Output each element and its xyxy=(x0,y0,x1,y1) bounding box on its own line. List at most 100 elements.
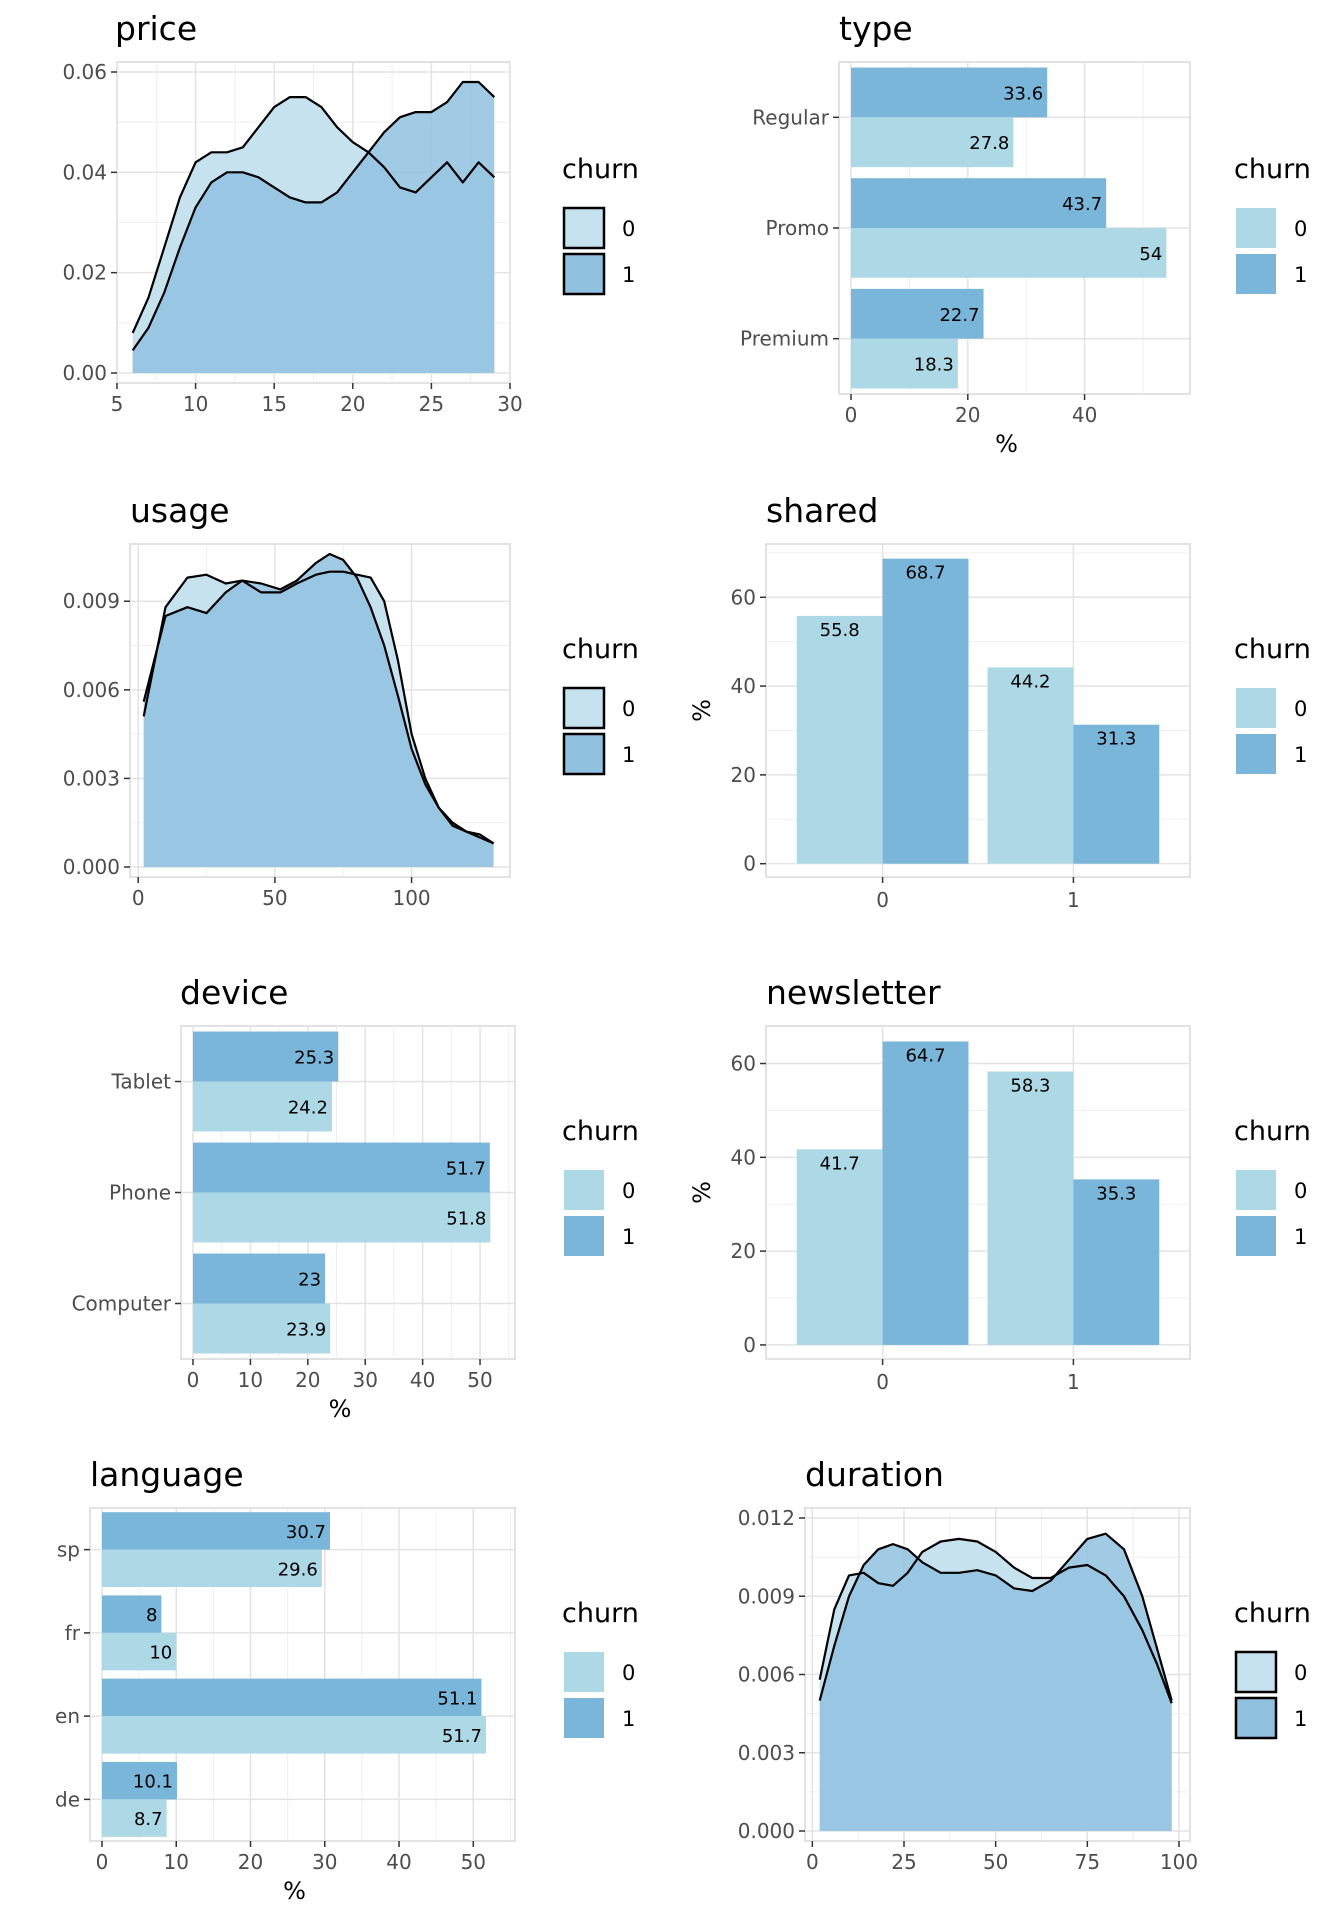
shared-legend-label-0: 0 xyxy=(1294,697,1307,721)
type-data-label: 22.7 xyxy=(939,305,979,326)
language-legend-label-1: 1 xyxy=(622,1707,635,1731)
usage-y-tick-label: 0.006 xyxy=(63,678,120,702)
language-y-tick-label: en xyxy=(55,1704,80,1728)
price-panel: price 5 10 15 20 25 30 0.00 0.02 0.04 0.06 churn 0 1 xyxy=(62,9,638,416)
shared-bar-0-churn-1 xyxy=(882,558,969,864)
duration-line-churn-1 xyxy=(818,1532,1173,1701)
price-x-tick-label: 20 xyxy=(340,392,365,416)
price-y-tick-label: 0.06 xyxy=(62,60,107,84)
newsletter-data-label: 58.3 xyxy=(1010,1075,1050,1096)
price-line-churn-0 xyxy=(131,96,496,334)
duration-x-tick-label: 25 xyxy=(891,1850,916,1874)
duration-x-tick-label: 0 xyxy=(806,1850,819,1874)
price-legend: churn 0 1 xyxy=(562,154,639,296)
device-data-label: 23 xyxy=(298,1270,321,1291)
language-x-tick-label: 20 xyxy=(238,1850,263,1874)
shared-data-label: 31.3 xyxy=(1096,729,1136,750)
language-x-tick-label: 30 xyxy=(312,1850,337,1874)
usage-y-tick-label: 0.000 xyxy=(63,855,120,879)
price-line-churn-1 xyxy=(131,80,496,352)
newsletter-y-tick-label: 60 xyxy=(731,1052,756,1076)
duration-title: duration xyxy=(805,1455,944,1494)
price-x-tick-label: 30 xyxy=(497,392,522,416)
device-legend: churn 0 1 xyxy=(562,1116,639,1256)
duration-y-tick-label: 0.000 xyxy=(738,1819,795,1843)
newsletter-y-tick-label: 0 xyxy=(743,1333,756,1357)
newsletter-x-tick-label: 0 xyxy=(876,1370,889,1394)
newsletter-x-tick-label: 1 xyxy=(1067,1370,1080,1394)
language-data-label: 10.1 xyxy=(133,1772,173,1793)
duration-legend: churn 0 1 xyxy=(1234,1598,1311,1740)
price-x-tick-label: 25 xyxy=(419,392,444,416)
type-legend-label-0: 0 xyxy=(1294,217,1307,241)
language-bar-sp-churn-1 xyxy=(102,1512,330,1550)
shared-y-tick-label: 20 xyxy=(731,763,756,787)
device-y-tick-label: Computer xyxy=(72,1292,172,1316)
shared-x-tick-label: 1 xyxy=(1067,888,1080,912)
duration-x-tick-label: 75 xyxy=(1075,1850,1100,1874)
price-legend-label-1: 1 xyxy=(622,263,635,287)
type-legend-title: churn xyxy=(1234,154,1311,185)
price-y-tick-label: 0.02 xyxy=(62,261,107,285)
type-bar-Regular-churn-1 xyxy=(851,67,1048,118)
device-data-label: 51.8 xyxy=(446,1208,486,1229)
device-title: device xyxy=(180,973,288,1012)
duration-y-tick-label: 0.006 xyxy=(738,1663,795,1687)
type-bar-Promo-churn-1 xyxy=(851,178,1107,228)
device-data-label: 25.3 xyxy=(294,1048,334,1069)
price-y-tick-label: 0.00 xyxy=(62,361,107,385)
language-data-label: 8.7 xyxy=(134,1809,163,1830)
type-x-tick-label: 20 xyxy=(955,403,980,427)
shared-legend-key-1 xyxy=(1236,734,1276,774)
newsletter-data-label: 35.3 xyxy=(1096,1183,1136,1204)
usage-legend-title: churn xyxy=(562,634,639,665)
type-legend-label-1: 1 xyxy=(1294,263,1307,287)
usage-legend-key-0 xyxy=(562,686,606,730)
shared-data-label: 55.8 xyxy=(820,620,860,641)
newsletter-data-label: 64.7 xyxy=(905,1045,945,1066)
usage-panel: usage 0 50 100 0.000 0.003 0.006 0.009 churn 0 1 xyxy=(63,491,639,910)
device-x-tick-label: 30 xyxy=(352,1368,377,1392)
language-legend-key-0 xyxy=(564,1652,604,1692)
newsletter-legend-key-0 xyxy=(1236,1170,1276,1210)
price-legend-key-1 xyxy=(562,252,606,296)
duration-x-tick-label: 50 xyxy=(983,1850,1008,1874)
language-x-axis-label: % xyxy=(283,1877,306,1905)
type-data-label: 43.7 xyxy=(1062,194,1102,215)
language-panel: language10.18.7de51.151.7en810fr30.729.6… xyxy=(55,1455,639,1905)
type-y-tick-label: Regular xyxy=(752,105,829,129)
newsletter-y-tick-label: 40 xyxy=(731,1145,756,1169)
newsletter-title: newsletter xyxy=(766,973,941,1012)
usage-x-tick-label: 50 xyxy=(262,886,287,910)
duration-y-tick-label: 0.012 xyxy=(738,1506,795,1530)
language-bar-fr-churn-0 xyxy=(102,1632,177,1671)
duration-y-tick-label: 0.003 xyxy=(738,1741,795,1765)
newsletter-y-axis-label: % xyxy=(688,1181,716,1204)
device-y-tick-label: Tablet xyxy=(110,1070,171,1094)
shared-y-axis-label: % xyxy=(688,699,716,722)
language-data-label: 29.6 xyxy=(278,1559,318,1580)
language-legend: churn 0 1 xyxy=(562,1598,639,1738)
language-bar-sp-churn-0 xyxy=(102,1549,322,1588)
shared-data-label: 68.7 xyxy=(905,563,945,584)
duration-line-churn-0 xyxy=(818,1537,1173,1704)
price-area-churn-1 xyxy=(132,82,495,373)
usage-title: usage xyxy=(130,491,230,530)
device-legend-key-0 xyxy=(564,1170,604,1210)
usage-line-churn-1 xyxy=(142,552,495,845)
type-panel: type 22.7 18.3 Premium 43.7 54 Promo 33.6 27.8 Re… xyxy=(740,9,1311,458)
shared-y-tick-label: 0 xyxy=(743,852,756,876)
language-y-tick-label: fr xyxy=(65,1621,81,1645)
type-x-tick-label: 40 xyxy=(1072,403,1097,427)
type-bar-Premium-churn-1 xyxy=(851,288,984,339)
language-bar-en-churn-0 xyxy=(102,1716,486,1754)
duration-legend-key-0 xyxy=(1234,1650,1278,1694)
device-x-tick-label: 50 xyxy=(467,1368,492,1392)
language-y-tick-label: sp xyxy=(57,1538,80,1562)
usage-legend-label-1: 1 xyxy=(622,743,635,767)
type-legend-key-1 xyxy=(1236,254,1276,294)
type-data-label: 27.8 xyxy=(969,133,1009,154)
device-data-label: 51.7 xyxy=(446,1159,486,1180)
device-bar-Tablet-churn-0 xyxy=(193,1081,332,1132)
device-legend-label-1: 1 xyxy=(622,1225,635,1249)
